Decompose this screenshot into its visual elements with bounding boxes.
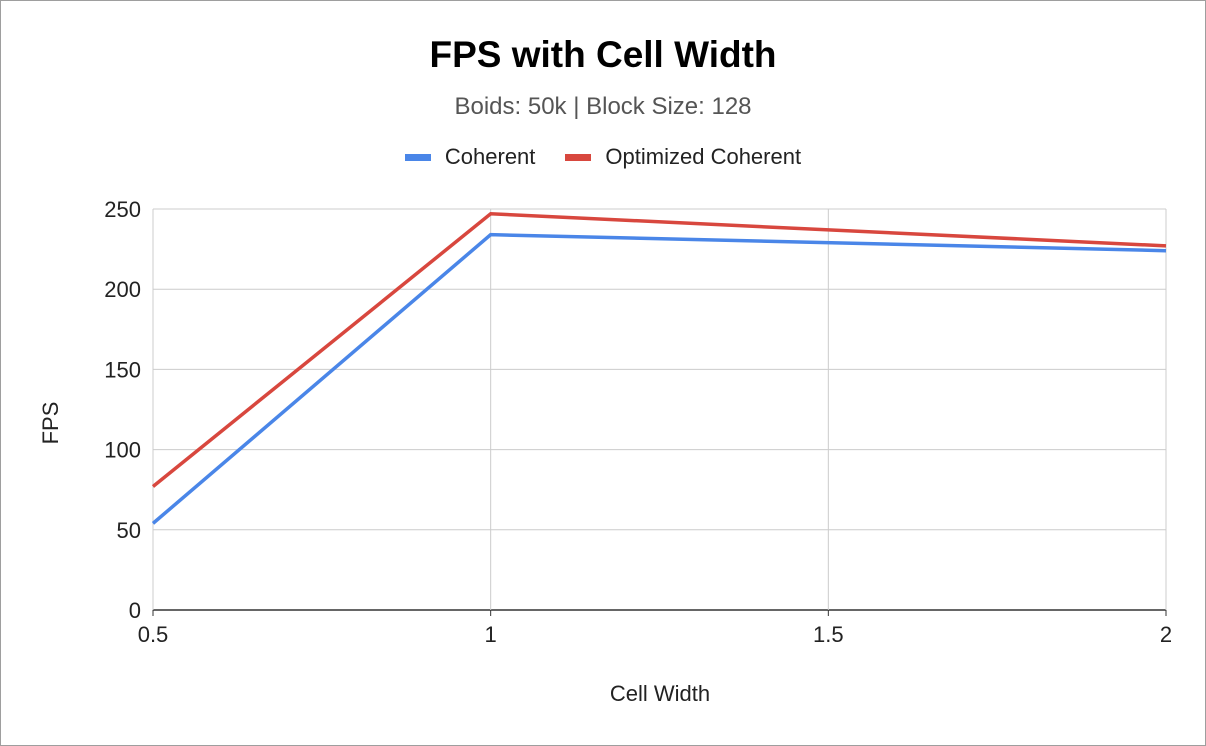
x-tick-label: 2: [1160, 622, 1172, 647]
tick-labels: 0 50 100 150 200 250 0.5 1 1.5 2: [104, 197, 1172, 647]
legend-item-coherent[interactable]: Coherent: [404, 144, 536, 170]
grid: [152, 208, 1167, 616]
legend: Coherent Optimized Coherent: [0, 144, 1206, 170]
series-lines: [151, 212, 1167, 525]
y-tick-label: 200: [104, 277, 141, 302]
legend-swatch-coherent: [404, 153, 431, 161]
y-tick-label: 0: [129, 598, 141, 623]
series-line-coherent: [151, 232, 1167, 525]
x-tick-label: 1: [485, 622, 497, 647]
x-tick-label: 1.5: [813, 622, 844, 647]
legend-label-coherent: Coherent: [444, 144, 536, 169]
y-tick-label: 250: [104, 197, 141, 222]
x-axis-label: Cell Width: [610, 681, 710, 706]
series-line-optimized-coherent: [151, 212, 1167, 488]
y-tick-label: 150: [104, 357, 141, 382]
y-tick-label: 50: [117, 518, 141, 543]
y-axis-label: FPS: [38, 402, 63, 445]
legend-label-optimized-coherent: Optimized Coherent: [605, 144, 802, 169]
chart-title: FPS with Cell Width: [429, 34, 777, 75]
x-tick-label: 0.5: [138, 622, 169, 647]
y-tick-label: 100: [104, 438, 141, 463]
legend-swatch-optimized-coherent: [565, 153, 592, 161]
legend-item-optimized-coherent[interactable]: Optimized Coherent: [565, 144, 801, 170]
chart-subtitle: Boids: 50k | Block Size: 128: [454, 93, 752, 120]
